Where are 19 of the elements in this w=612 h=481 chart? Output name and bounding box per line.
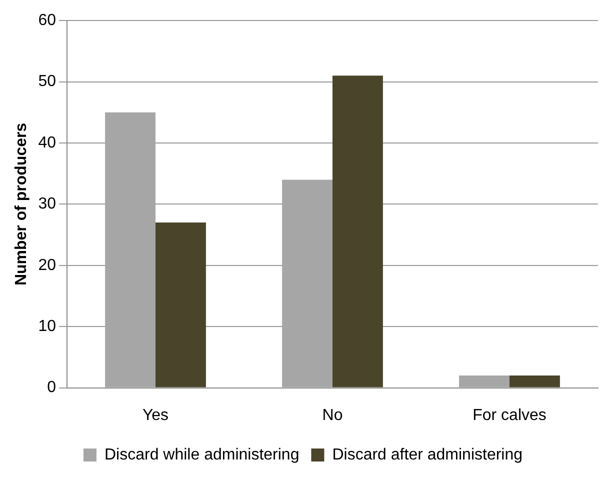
bar [156, 222, 206, 388]
y-tick-label: 10 [38, 318, 56, 336]
y-axis-title: Number of producers [13, 122, 30, 286]
bar [459, 376, 510, 388]
y-tick-label: 60 [38, 12, 56, 30]
bar [105, 112, 156, 388]
x-tick-label: No [322, 406, 343, 424]
y-tick-label: 30 [38, 196, 56, 213]
x-tick-label: For calves [472, 406, 546, 424]
y-tick-label: 40 [38, 134, 56, 152]
legend-label: Discard while administering [104, 446, 300, 464]
y-tick-label: 0 [47, 379, 56, 396]
x-tick-label: Yes [142, 406, 169, 424]
bar [282, 180, 332, 388]
bar [332, 76, 383, 388]
y-tick-label: 20 [38, 256, 56, 274]
y-tick-label: 50 [38, 73, 56, 90]
bar [510, 376, 560, 388]
legend-label: Discard after administering [332, 446, 523, 464]
